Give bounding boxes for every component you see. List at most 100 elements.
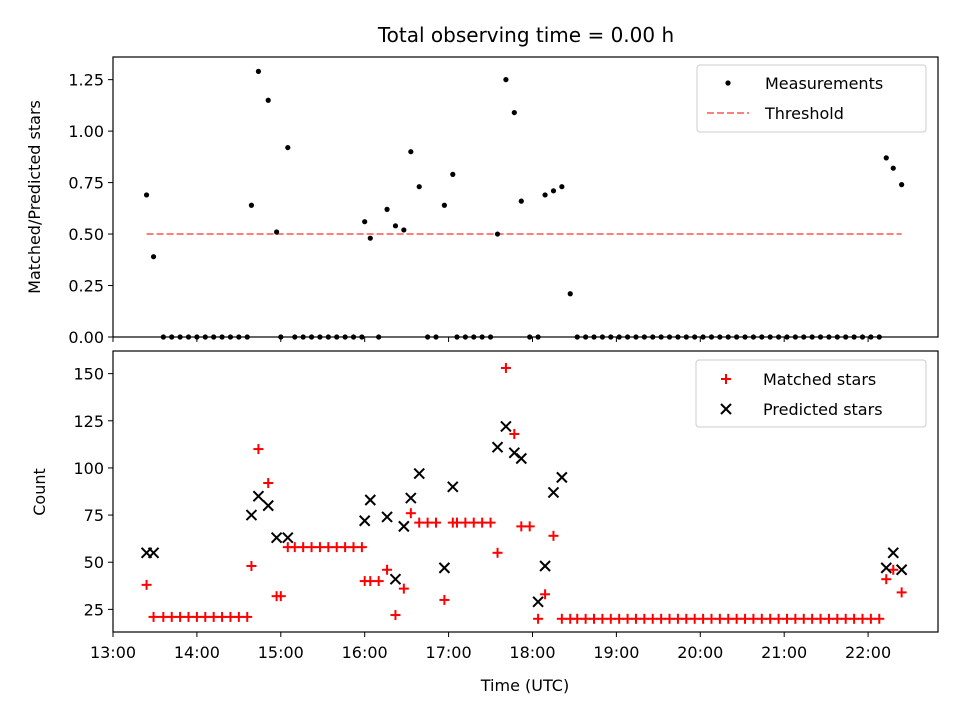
matched-star-point — [656, 613, 667, 624]
measurement-point — [550, 188, 557, 194]
matched-star-point — [314, 542, 325, 553]
predicted-star-point — [358, 515, 371, 527]
measurement-point — [150, 254, 157, 260]
predicted-star-point — [556, 471, 568, 484]
bottom-x-ticks: 13:00 14:00 15:00 16:00 17:00 18:00 19:00 20:00… — [90, 632, 891, 662]
bottom-y-axis-label: Count — [30, 468, 49, 516]
matched-star-point — [509, 428, 520, 439]
bottom-x-tick-label: 17:00 — [426, 643, 472, 662]
matched-star-point — [348, 542, 359, 553]
measurement-point — [503, 77, 509, 83]
matched-star-point — [689, 613, 700, 624]
measurement-point — [518, 198, 524, 204]
top-y-tick-label: 0.50 — [68, 225, 104, 244]
top-y-axis-label: Matched/Predicted stars — [25, 100, 44, 294]
bottom-legend-box — [695, 359, 927, 428]
x-axis-label: Time (UTC) — [480, 676, 569, 695]
matched-star-point — [756, 613, 767, 624]
bottom-y-ticks: 25 50 75 100 125 150 — [73, 365, 113, 619]
measurement-point — [494, 231, 501, 237]
measurement-point — [408, 149, 414, 155]
matched-star-point — [225, 611, 236, 622]
bottom-panel: 25 50 75 100 125 150 13:00 14:00 15:00 16:00 17:0… — [30, 350, 939, 695]
matched-star-point — [896, 587, 907, 598]
x-stroke-2 — [364, 494, 376, 506]
x-stroke-2 — [262, 499, 274, 512]
x-stroke-2 — [880, 562, 892, 574]
legend-measurements-label: Measurements — [765, 74, 883, 93]
matched-star-point — [622, 613, 633, 624]
matched-star-point — [340, 542, 351, 553]
bottom-legend: Matched stars Predicted stars — [695, 359, 927, 428]
x-stroke-2 — [447, 481, 459, 493]
matched-star-point — [148, 611, 159, 622]
matched-star-point — [605, 613, 616, 624]
x-stroke-2 — [547, 486, 560, 499]
matched-star-point — [431, 517, 442, 528]
predicted-star-point — [381, 511, 393, 523]
legend-measurements-marker — [725, 80, 731, 86]
matched-star-point — [572, 613, 583, 624]
x-stroke-2 — [358, 515, 371, 527]
predicted-star-point — [447, 481, 459, 493]
matched-star-point — [790, 613, 801, 624]
predicted-star-point — [539, 560, 551, 572]
measurement-point — [559, 184, 565, 190]
matched-star-point — [365, 576, 376, 587]
measurement-point — [899, 182, 905, 188]
matched-star-point — [439, 594, 450, 605]
matched-star-point — [200, 611, 211, 622]
x-stroke-2 — [252, 490, 265, 502]
x-stroke-2 — [381, 511, 393, 523]
predicted-star-point — [413, 467, 425, 480]
bottom-x-tick-label: 19:00 — [593, 643, 639, 662]
matched-star-point — [798, 613, 809, 624]
measurement-point — [890, 165, 896, 171]
predicted-star-point — [500, 420, 512, 433]
matched-star-point — [398, 583, 409, 594]
top-y-tick-label: 0.00 — [68, 328, 104, 347]
matched-star-point — [773, 613, 784, 624]
matched-star-point — [460, 517, 471, 528]
measurement-point — [285, 144, 291, 151]
matched-star-point — [672, 613, 683, 624]
measurement-point — [401, 227, 407, 233]
legend-threshold-label: Threshold — [764, 104, 844, 123]
matched-star-point — [832, 613, 843, 624]
matched-star-point — [253, 444, 264, 455]
x-stroke-2 — [398, 520, 410, 533]
predicted-star-point — [389, 573, 402, 585]
top-y-ticks: 0.00 0.25 0.50 0.75 1.00 1.25 — [68, 71, 113, 347]
measurement-point — [248, 202, 255, 208]
x-stroke-2 — [508, 447, 521, 459]
bottom-y-tick-label: 25 — [84, 600, 104, 619]
legend-predicted-label: Predicted stars — [763, 400, 883, 419]
x-stroke-2 — [245, 509, 258, 521]
bottom-x-tick-label: 20:00 — [677, 643, 723, 662]
bottom-x-tick-label: 15:00 — [258, 643, 304, 662]
matched-star-point — [849, 613, 860, 624]
matched-star-point — [881, 574, 892, 585]
matched-star-point — [807, 613, 818, 624]
x-stroke-2 — [413, 467, 425, 480]
measurement-point — [511, 109, 517, 116]
matched-star-point — [781, 613, 792, 624]
chart-title: Total observing time = 0.00 h — [377, 23, 674, 47]
predicted-star-point — [880, 562, 892, 574]
matched-star-point — [823, 613, 834, 624]
predicted-star-point — [252, 490, 265, 502]
matched-star-point — [141, 579, 152, 590]
matched-star-point — [414, 517, 425, 528]
legend-matched-label: Matched stars — [763, 370, 876, 389]
matched-star-point — [485, 517, 496, 528]
measurement-point — [441, 202, 447, 208]
x-stroke-2 — [895, 564, 908, 576]
matched-star-point — [524, 521, 535, 532]
matched-star-point — [765, 613, 776, 624]
predicted-star-point — [491, 441, 504, 453]
x-stroke-2 — [147, 547, 160, 559]
matched-star-point — [597, 613, 608, 624]
x-stroke-2 — [539, 560, 551, 572]
predicted-star-point — [438, 562, 451, 574]
